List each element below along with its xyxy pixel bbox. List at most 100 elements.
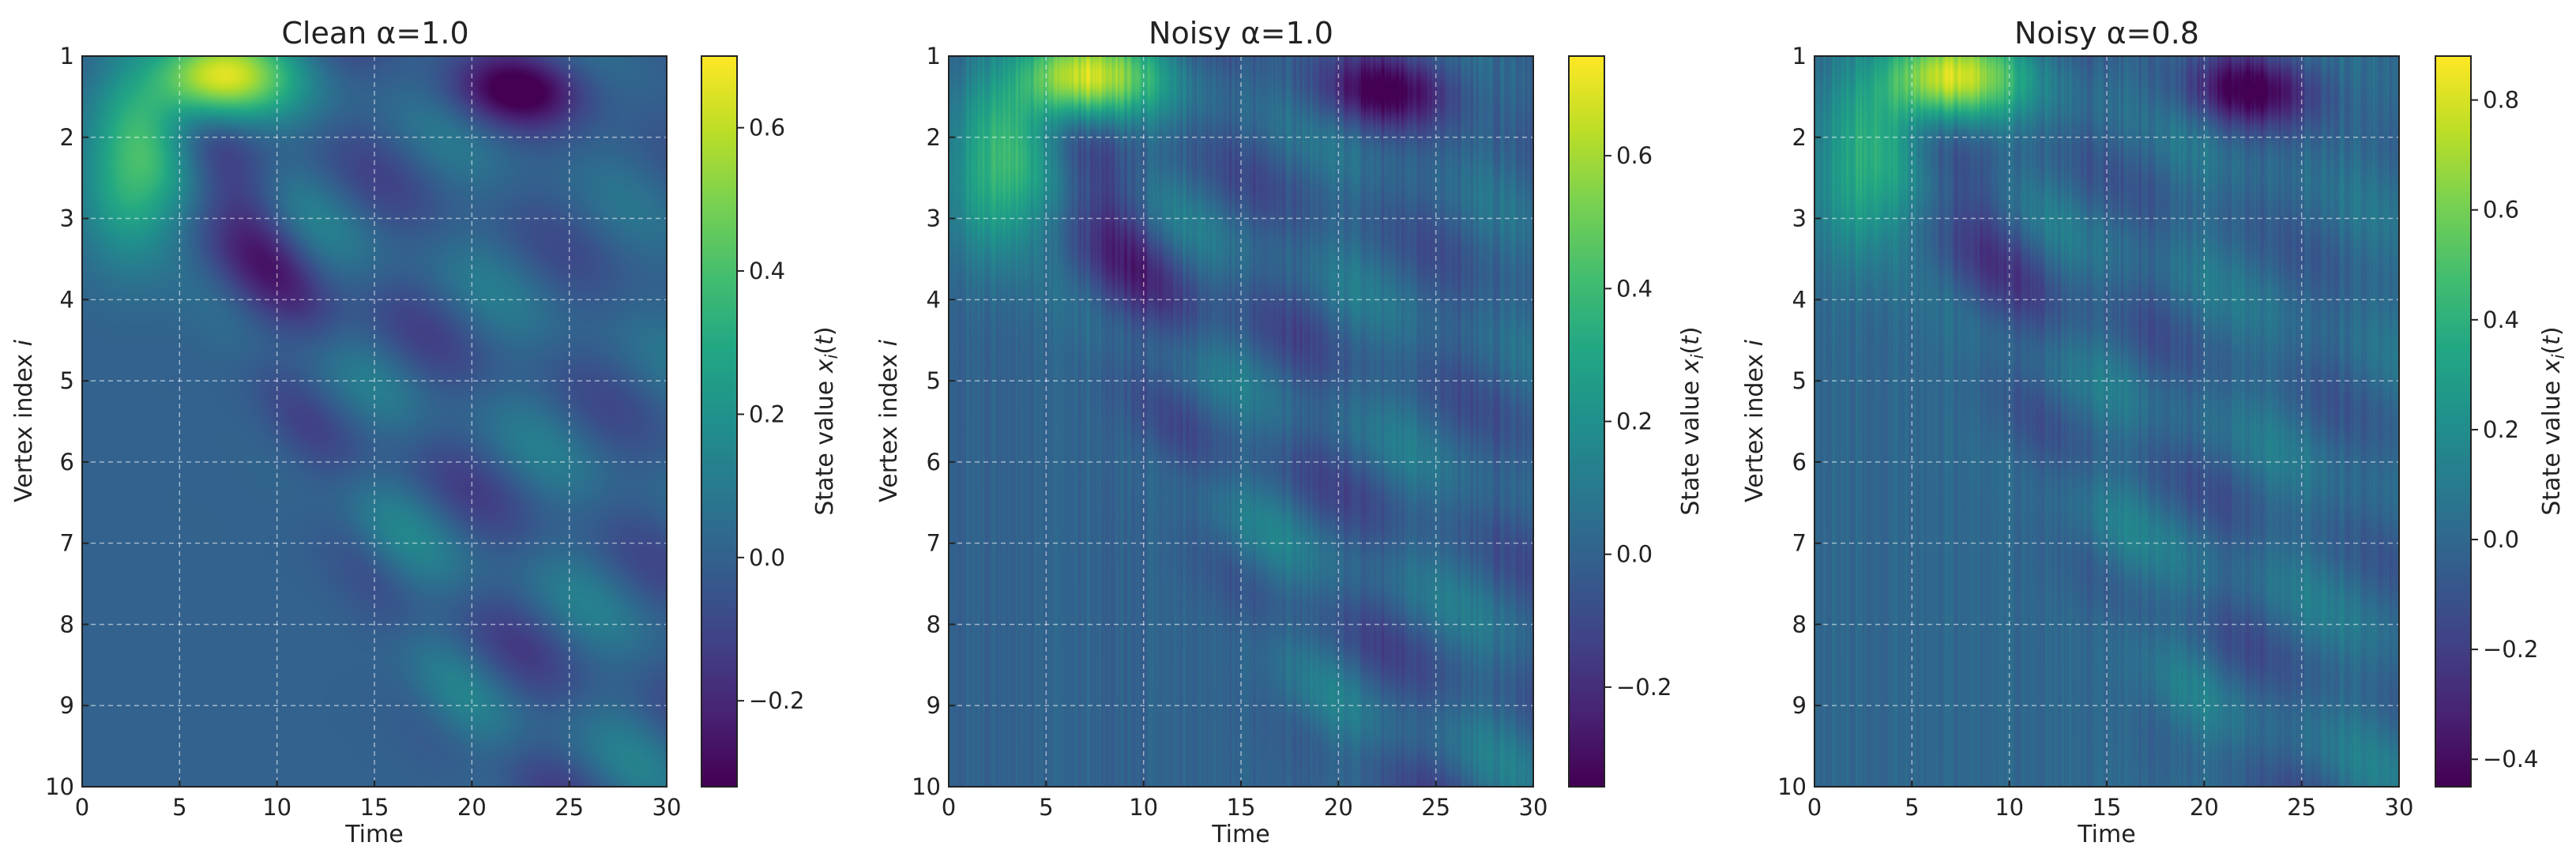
x-tick-label: 20 (457, 794, 487, 821)
grid-lines (82, 56, 667, 787)
colorbar-tick-label: 0.6 (2483, 197, 2519, 224)
y-tick-label: 9 (60, 692, 74, 719)
colorbar-ticks: −0.2 0.0 0.2 0.4 0.6 (1604, 142, 1672, 701)
y-tick-label: 6 (1792, 449, 1807, 476)
y-axis-label: Vertex index i (1741, 339, 1769, 502)
y-tick-label: 9 (1792, 692, 1807, 719)
grid-lines (949, 56, 1533, 787)
y-axis-label: Vertex index i (10, 339, 38, 502)
y-tick-label: 7 (927, 530, 941, 557)
y-tick-label: 1 (1792, 43, 1807, 70)
colorbar-label: State value xi(t) (2538, 326, 2568, 515)
y-tick-label: 10 (45, 773, 74, 800)
colorbar-tick-label: 0.4 (749, 258, 785, 284)
colorbar-label: State value xi(t) (811, 326, 841, 515)
y-tick-label: 4 (927, 286, 941, 313)
x-tick-label: 15 (360, 794, 389, 821)
y-tick-label: 6 (60, 449, 74, 476)
colorbar-tick-label: 0.8 (2483, 87, 2519, 114)
colorbar-tick-label: 0.6 (749, 115, 785, 141)
x-tick-label: 10 (262, 794, 291, 821)
x-tick-label: 25 (555, 794, 584, 821)
x-tick-label: 15 (2093, 794, 2122, 821)
x-axis-label: Time (1211, 821, 1269, 848)
colorbar-tick-label: 0.0 (749, 544, 785, 571)
y-tick-label: 1 (927, 43, 941, 70)
y-tick-label: 2 (60, 124, 74, 151)
colorbar-image (2435, 56, 2471, 787)
colorbar-label: State value xi(t) (1677, 326, 1707, 515)
y-axis-ticks: 1 2 3 4 5 6 7 8 9 10 (1777, 43, 1821, 800)
y-tick-label: 10 (1777, 773, 1807, 800)
y-tick-label: 2 (927, 124, 941, 151)
y-tick-label: 1 (60, 43, 74, 70)
y-axis-ticks: 1 2 3 4 5 6 7 8 9 10 (45, 43, 88, 800)
y-axis-ticks: 1 2 3 4 5 6 7 8 9 10 (912, 43, 955, 800)
colorbar-ticks: −0.2 0.0 0.2 0.4 0.6 (737, 115, 804, 714)
x-tick-label: 10 (1129, 794, 1158, 821)
x-axis-ticks: 0 5 10 15 20 25 30 (1807, 780, 2414, 821)
y-tick-label: 4 (60, 286, 74, 313)
x-tick-label: 5 (172, 794, 186, 821)
colorbar-tick-label: 0.0 (2483, 526, 2519, 553)
panel-title: Clean α=1.0 (281, 16, 468, 51)
x-tick-label: 20 (2190, 794, 2219, 821)
y-tick-label: 8 (60, 611, 74, 637)
y-tick-label: 3 (60, 205, 74, 232)
y-tick-label: 5 (927, 367, 941, 394)
y-tick-label: 9 (927, 692, 941, 719)
colorbar-tick-label: −0.2 (2483, 636, 2538, 663)
y-tick-label: 7 (1792, 530, 1807, 557)
colorbar-tick-label: −0.4 (2483, 746, 2538, 773)
y-tick-label: 4 (1792, 286, 1807, 313)
x-tick-label: 0 (75, 794, 89, 821)
colorbar-tick-label: 0.2 (749, 400, 785, 427)
colorbar-tick-label: 0.4 (2483, 306, 2519, 333)
x-tick-label: 15 (1227, 794, 1256, 821)
x-tick-label: 25 (1421, 794, 1450, 821)
colorbar-ticks: −0.4 −0.2 0.0 0.2 0.4 0.6 0.8 (2471, 87, 2538, 773)
colorbar-tick-label: 0.2 (1616, 408, 1653, 435)
x-tick-label: 30 (652, 794, 682, 821)
y-tick-label: 10 (912, 773, 941, 800)
y-axis-label: Vertex index i (875, 339, 903, 502)
grid-lines (1814, 56, 2399, 787)
y-tick-label: 2 (1792, 124, 1807, 151)
colorbar-tick-label: 0.2 (2483, 416, 2519, 443)
x-tick-label: 25 (2287, 794, 2316, 821)
x-tick-label: 5 (1905, 794, 1919, 821)
y-tick-label: 6 (927, 449, 941, 476)
y-tick-label: 5 (60, 367, 74, 394)
colorbar-frame (2435, 55, 2472, 788)
y-tick-label: 8 (1792, 611, 1807, 637)
panel-title: Noisy α=1.0 (1149, 16, 1333, 51)
panel-noisy-alpha-0-8: Noisy α=0.8 0 5 10 15 20 25 30 1 2 3 4 5 6 7 8 9 10 Tim… (1741, 16, 2568, 848)
y-tick-label: 7 (60, 530, 74, 557)
colorbar-tick-label: 0.0 (1616, 541, 1653, 568)
x-tick-label: 5 (1039, 794, 1053, 821)
colorbar-image (1569, 56, 1604, 787)
x-tick-label: 20 (1324, 794, 1353, 821)
y-tick-label: 3 (1792, 205, 1807, 232)
x-axis-label: Time (344, 821, 403, 848)
colorbar-image (701, 56, 737, 787)
x-axis-label: Time (2077, 821, 2135, 848)
panel-title: Noisy α=0.8 (2014, 16, 2199, 51)
x-tick-label: 10 (1995, 794, 2024, 821)
colorbar-tick-label: −0.2 (749, 687, 804, 714)
colorbar-tick-label: −0.2 (1616, 674, 1672, 701)
y-tick-label: 8 (927, 611, 941, 637)
panel-clean-alpha-1-0: Clean α=1.0 0 5 10 15 20 25 30 1 2 3 4 5 6 7 8 9 10 Tim… (10, 16, 841, 848)
x-tick-label: 30 (2385, 794, 2414, 821)
y-tick-label: 3 (927, 205, 941, 232)
y-tick-label: 5 (1792, 367, 1807, 394)
x-tick-label: 0 (942, 794, 956, 821)
x-tick-label: 0 (1807, 794, 1822, 821)
colorbar-frame (701, 55, 738, 788)
x-axis-ticks: 0 5 10 15 20 25 30 (75, 780, 682, 821)
colorbar-tick-label: 0.6 (1616, 142, 1653, 169)
x-axis-ticks: 0 5 10 15 20 25 30 (942, 780, 1548, 821)
x-tick-label: 30 (1519, 794, 1548, 821)
colorbar-tick-label: 0.4 (1616, 275, 1653, 302)
